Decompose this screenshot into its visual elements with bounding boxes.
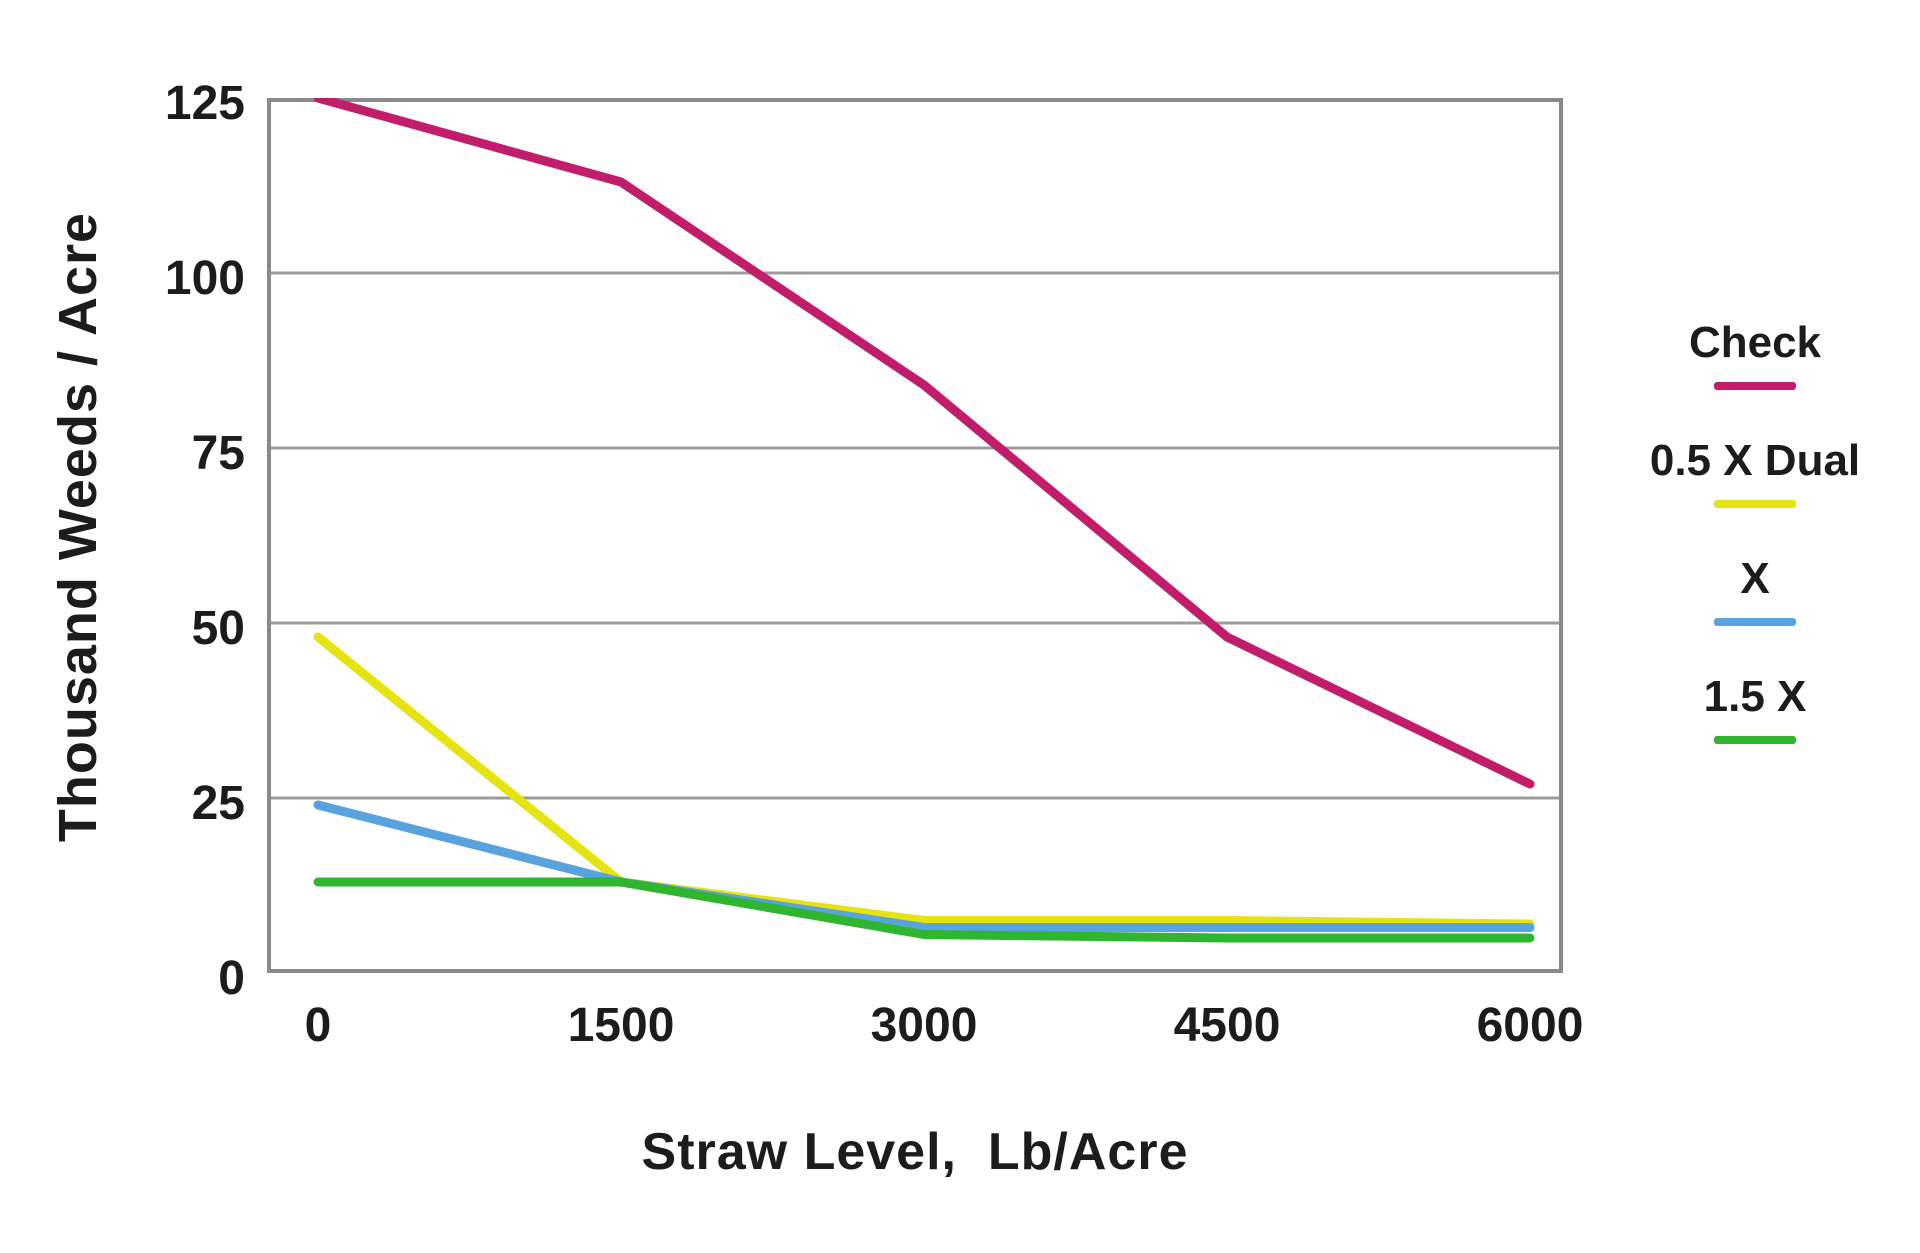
x-tick-label-1500: 1500 (567, 999, 675, 1052)
y-axis-title: Thousand Weeds / Acre (48, 211, 108, 843)
legend: Check 0.5 X Dual X 1.5 X (1595, 318, 1915, 744)
series-line-x (313, 800, 1535, 932)
legend-label-1-5-x: 1.5 X (1703, 672, 1807, 721)
series-line-0-5-x-dual (313, 632, 1535, 929)
y-tick-label-100: 100 (164, 252, 245, 305)
legend-label-check: Check (1688, 318, 1822, 367)
y-tick-label-50: 50 (191, 602, 245, 655)
legend-label-x: X (1740, 554, 1770, 603)
y-tick-label-0: 0 (218, 952, 245, 1005)
legend-item-1-5-x: 1.5 X (1595, 672, 1915, 744)
legend-swatch-check (1714, 382, 1796, 390)
y-tick-label-25: 25 (191, 777, 245, 830)
x-tick-label-3000: 3000 (870, 999, 978, 1052)
legend-label-0-5-x-dual: 0.5 X Dual (1649, 436, 1861, 485)
series-line-check (313, 98, 1535, 789)
plot-frame (267, 98, 1563, 973)
legend-item-0-5-x-dual: 0.5 X Dual (1595, 436, 1915, 508)
y-tick-label-75: 75 (191, 427, 245, 480)
legend-item-check: Check (1595, 318, 1915, 390)
plot-area (267, 98, 1563, 973)
x-axis-title: Straw Level, Lb/Acre (641, 1123, 1189, 1181)
legend-swatch-x (1714, 618, 1796, 626)
legend-item-x: X (1595, 554, 1915, 626)
legend-swatch-1-5-x (1714, 736, 1796, 744)
x-tick-label-0: 0 (304, 999, 332, 1052)
series-line-1-5-x (313, 877, 1535, 943)
x-tick-label-4500: 4500 (1173, 999, 1281, 1052)
legend-swatch-0-5-x-dual (1714, 500, 1796, 508)
y-tick-label-125: 125 (164, 77, 245, 130)
x-tick-label-6000: 6000 (1476, 999, 1584, 1052)
